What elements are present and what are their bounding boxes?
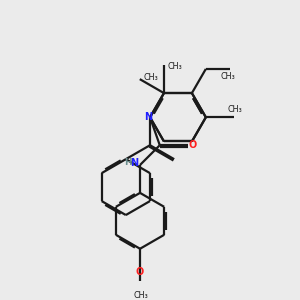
Text: CH₃: CH₃ [167, 62, 182, 71]
Text: CH₃: CH₃ [133, 292, 148, 300]
Text: N: N [145, 112, 153, 122]
Text: CH₃: CH₃ [143, 73, 158, 82]
Text: CH₃: CH₃ [228, 105, 243, 114]
Text: O: O [189, 140, 197, 150]
Text: N: N [130, 158, 138, 168]
Text: H: H [124, 158, 131, 167]
Text: O: O [136, 268, 144, 278]
Polygon shape [11, 127, 290, 281]
Text: CH₃: CH₃ [221, 72, 236, 81]
